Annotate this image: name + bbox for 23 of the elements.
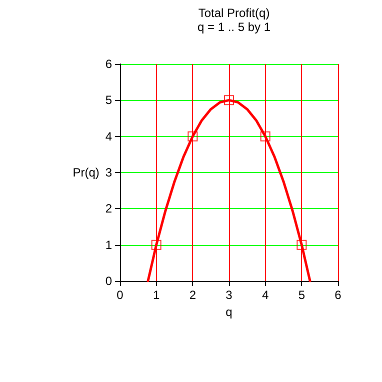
y-tick-label: 2 <box>105 202 112 216</box>
y-tick-label: 5 <box>105 93 112 108</box>
point <box>224 95 234 106</box>
y-axis-title: Pr(q) <box>72 166 100 180</box>
chart-title: Total Profit(q) <box>198 6 270 20</box>
y-tick-label: 3 <box>105 166 112 180</box>
x-tick-label: 3 <box>226 288 233 302</box>
point <box>188 131 198 142</box>
y-tick-label: 0 <box>105 274 112 288</box>
x-tick-label: 5 <box>298 288 306 302</box>
y-tick-label: 6 <box>105 57 112 71</box>
x-tick-label: 1 <box>152 288 160 302</box>
x-tick-label: 6 <box>334 288 342 302</box>
y-tick-label: 1 <box>105 238 112 252</box>
y-tick-label: 4 <box>105 129 112 144</box>
point <box>260 131 270 142</box>
point <box>296 240 307 250</box>
x-tick-label: 2 <box>189 288 196 302</box>
chart-subtitle: q = 1 .. 5 by 1 <box>197 20 271 34</box>
x-tick-label: 0 <box>116 288 124 302</box>
point <box>151 240 162 250</box>
x-axis-title: q <box>226 305 232 319</box>
x-tick-label: 4 <box>262 288 269 302</box>
